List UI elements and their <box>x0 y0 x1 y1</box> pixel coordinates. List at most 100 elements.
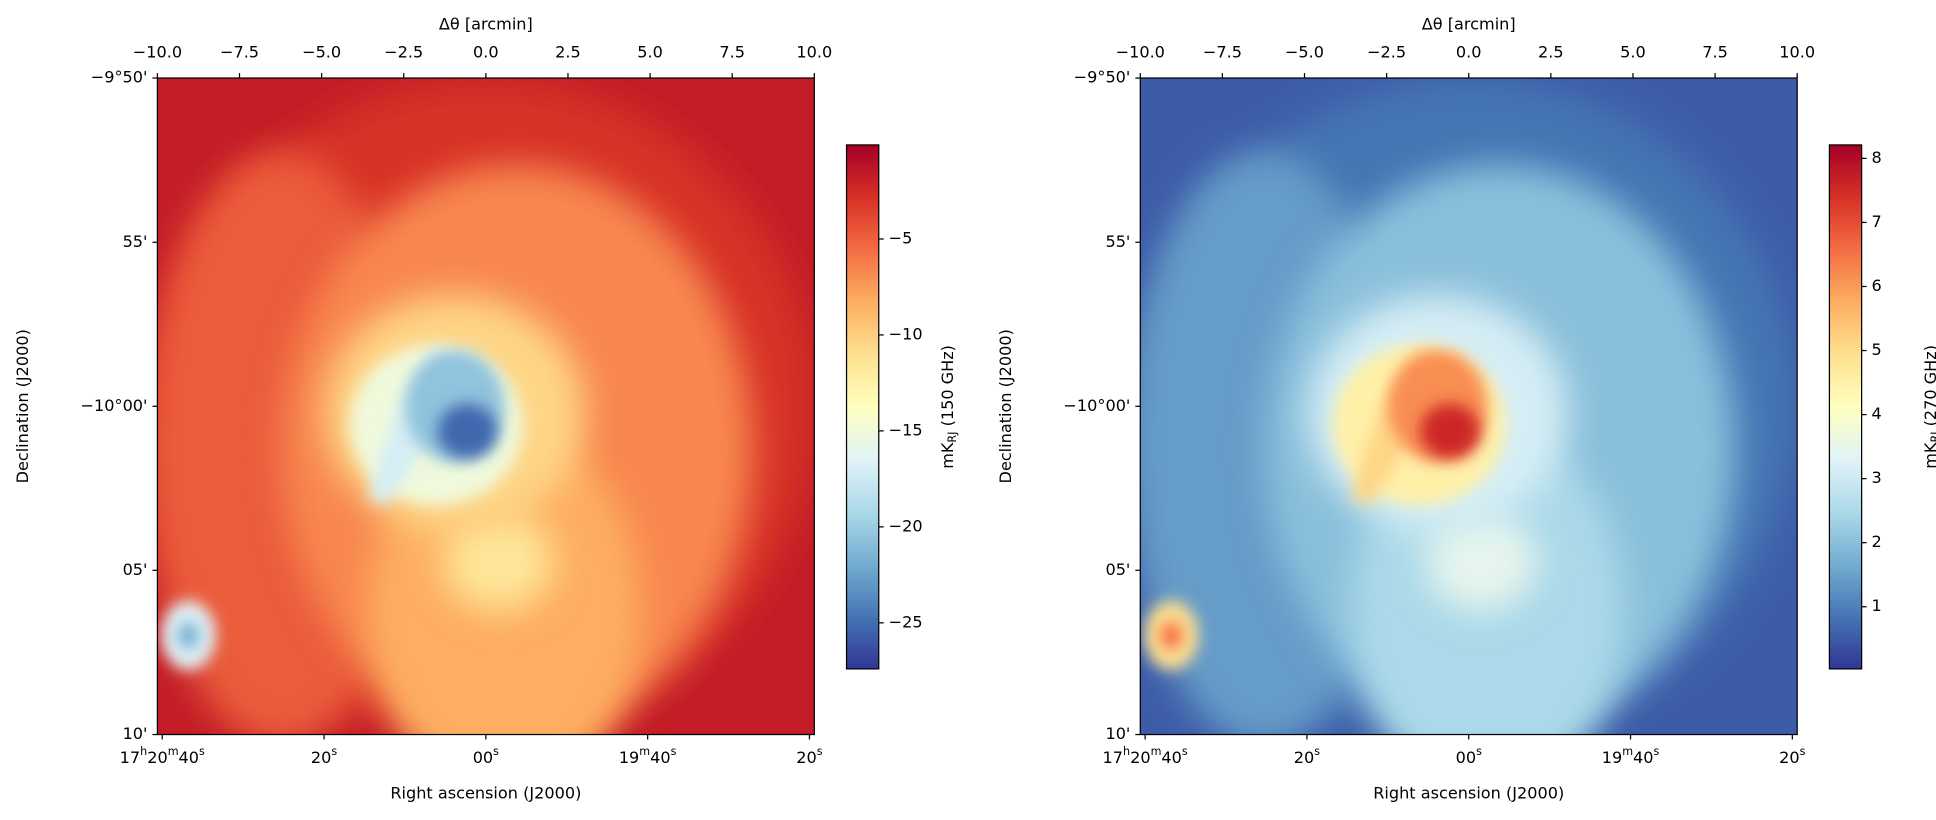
y-tick-label: 55' <box>1105 232 1130 251</box>
top-axis-label: Δθ [arcmin] <box>439 14 533 33</box>
label-part: 19 <box>619 748 639 767</box>
label-part: 17 <box>1103 748 1123 767</box>
colorbar-label-part: RJ <box>946 432 959 443</box>
label-part: s <box>671 745 677 758</box>
label-part: 20 <box>796 748 816 767</box>
bottom-tick-label: 00s <box>1456 745 1482 767</box>
label-part: 19 <box>1602 748 1622 767</box>
label-part: 00 <box>1456 748 1476 767</box>
top-tick-label: −7.5 <box>220 43 259 62</box>
bottom-tick-label: 20s <box>796 745 822 767</box>
colorbar-label-part: mK <box>1921 442 1936 469</box>
bottom-tick-label: 20s <box>1294 745 1320 767</box>
top-tick-label: 5.0 <box>1620 43 1646 62</box>
y-tick-label: 05' <box>1105 560 1130 579</box>
label-part: 20 <box>147 748 167 767</box>
label-part: m <box>168 745 179 758</box>
top-tick-label: 0.0 <box>473 43 499 62</box>
top-tick-label: −10.0 <box>1116 43 1165 62</box>
label-part: s <box>1182 745 1188 758</box>
label-part: 17 <box>120 748 140 767</box>
top-tick-label: −2.5 <box>1367 43 1406 62</box>
colorbar-tick-label: −20 <box>889 516 923 535</box>
colorbar-tick-label: −25 <box>889 612 923 631</box>
colorbar-tick-label: 8 <box>1872 148 1882 167</box>
colorbar <box>845 144 880 670</box>
label-part: m <box>639 745 650 758</box>
y-tick-label: −9°50' <box>91 68 148 87</box>
colorbar <box>1828 144 1863 670</box>
label-part: 00 <box>473 748 493 767</box>
top-tick-label: −7.5 <box>1203 43 1242 62</box>
map-feature <box>437 403 498 459</box>
colorbar-tick-label: 1 <box>1872 596 1882 615</box>
colorbar-tick-label: 6 <box>1872 276 1882 295</box>
y-tick-label: −9°50' <box>1074 68 1131 87</box>
map-feature <box>442 511 555 611</box>
top-tick-label: 5.0 <box>637 43 663 62</box>
top-tick-label: 10.0 <box>1779 43 1815 62</box>
colorbar-label-part: RJ <box>1929 432 1936 443</box>
label-part: 20 <box>1130 748 1150 767</box>
bottom-tick-label: 17h20m40s <box>1103 745 1188 767</box>
label-part: s <box>817 745 823 758</box>
bottom-tick-label: 20s <box>1779 745 1805 767</box>
label-part: m <box>1151 745 1162 758</box>
map-feature <box>1425 511 1537 611</box>
map-image <box>157 78 815 735</box>
label-part: 20 <box>1779 748 1799 767</box>
colorbar-label-part: (270 GHz) <box>1921 345 1936 432</box>
colorbar-label-part: mK <box>938 442 957 469</box>
colorbar-tick-label: −10 <box>889 324 923 343</box>
bottom-axis-label: Right ascension (J2000) <box>390 783 581 802</box>
colorbar-tick-label: −5 <box>889 228 913 247</box>
colorbar-tick-label: −15 <box>889 420 923 439</box>
y-axis-label: Declination (J2000) <box>996 329 1015 483</box>
map-image <box>1140 78 1798 735</box>
map-feature <box>177 621 200 650</box>
colorbar-tick-label: 4 <box>1872 404 1882 423</box>
bottom-tick-label: 17h20m40s <box>120 745 205 767</box>
bottom-axis-label: Right ascension (J2000) <box>1373 783 1564 802</box>
colorbar-tick-label: 5 <box>1872 340 1882 359</box>
top-axis-label: Δθ [arcmin] <box>1422 14 1516 33</box>
label-part: 40 <box>1633 748 1653 767</box>
label-part: 40 <box>179 748 199 767</box>
top-tick-label: −10.0 <box>133 43 182 62</box>
label-part: s <box>199 745 205 758</box>
y-tick-label: 10' <box>1105 724 1130 743</box>
label-part: 20 <box>1294 748 1314 767</box>
label-part: s <box>331 745 337 758</box>
label-part: s <box>1800 745 1806 758</box>
label-part: 40 <box>650 748 670 767</box>
colorbar-label-part: (150 GHz) <box>938 345 957 432</box>
y-axis-label: Declination (J2000) <box>13 329 32 483</box>
top-tick-label: −2.5 <box>384 43 423 62</box>
top-tick-label: 2.5 <box>555 43 581 62</box>
bottom-tick-label: 19m40s <box>619 745 677 767</box>
y-tick-label: −10°00' <box>1063 396 1130 415</box>
top-tick-label: 0.0 <box>1456 43 1482 62</box>
top-tick-label: 10.0 <box>796 43 832 62</box>
label-part: h <box>140 745 147 758</box>
colorbar-tick-label: 7 <box>1872 212 1882 231</box>
colorbar-label: mKRJ (270 GHz) <box>1921 345 1936 469</box>
label-part: s <box>493 745 499 758</box>
bottom-tick-label: 00s <box>473 745 499 767</box>
map-feature <box>1420 403 1480 459</box>
label-part: s <box>1476 745 1482 758</box>
label-part: m <box>1622 745 1633 758</box>
top-tick-label: 7.5 <box>1702 43 1728 62</box>
label-part: s <box>1314 745 1320 758</box>
map-feature <box>1160 621 1183 650</box>
colorbar-label: mKRJ (150 GHz) <box>938 345 959 469</box>
top-tick-label: −5.0 <box>302 43 341 62</box>
y-tick-label: 10' <box>123 724 148 743</box>
y-tick-label: 55' <box>123 232 148 251</box>
top-tick-label: 2.5 <box>1538 43 1564 62</box>
y-tick-label: −10°00' <box>81 396 148 415</box>
top-tick-label: −5.0 <box>1285 43 1324 62</box>
top-tick-label: 7.5 <box>719 43 745 62</box>
bottom-tick-label: 20s <box>311 745 337 767</box>
